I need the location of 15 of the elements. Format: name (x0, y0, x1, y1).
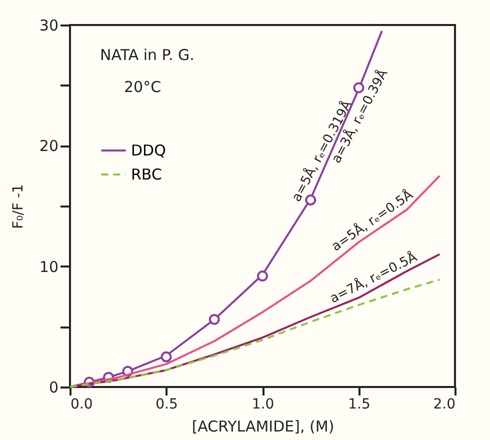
annotation: 20°C (124, 78, 162, 96)
y-tick-label: 10 (39, 258, 58, 276)
x-tick-label: 2.0 (433, 396, 456, 412)
y-tick-label: 0 (48, 378, 58, 396)
legend-label: DDQ (131, 142, 166, 160)
y-tick-label: 20 (39, 137, 58, 156)
x-tick-label: 0.5 (156, 396, 178, 412)
x-tick-label: 0.0 (70, 396, 93, 412)
x-tick-label: 1.5 (348, 396, 370, 412)
legend-label: RBC (131, 166, 162, 184)
y-axis-title: F₀/F -1 (10, 184, 26, 229)
x-axis-title: [ACRYLAMIDE], (M) (192, 418, 334, 436)
annotation: NATA in P. G. (100, 46, 194, 64)
x-tick-label: 1.0 (252, 396, 274, 412)
y-tick-label: 30 (39, 16, 58, 34)
